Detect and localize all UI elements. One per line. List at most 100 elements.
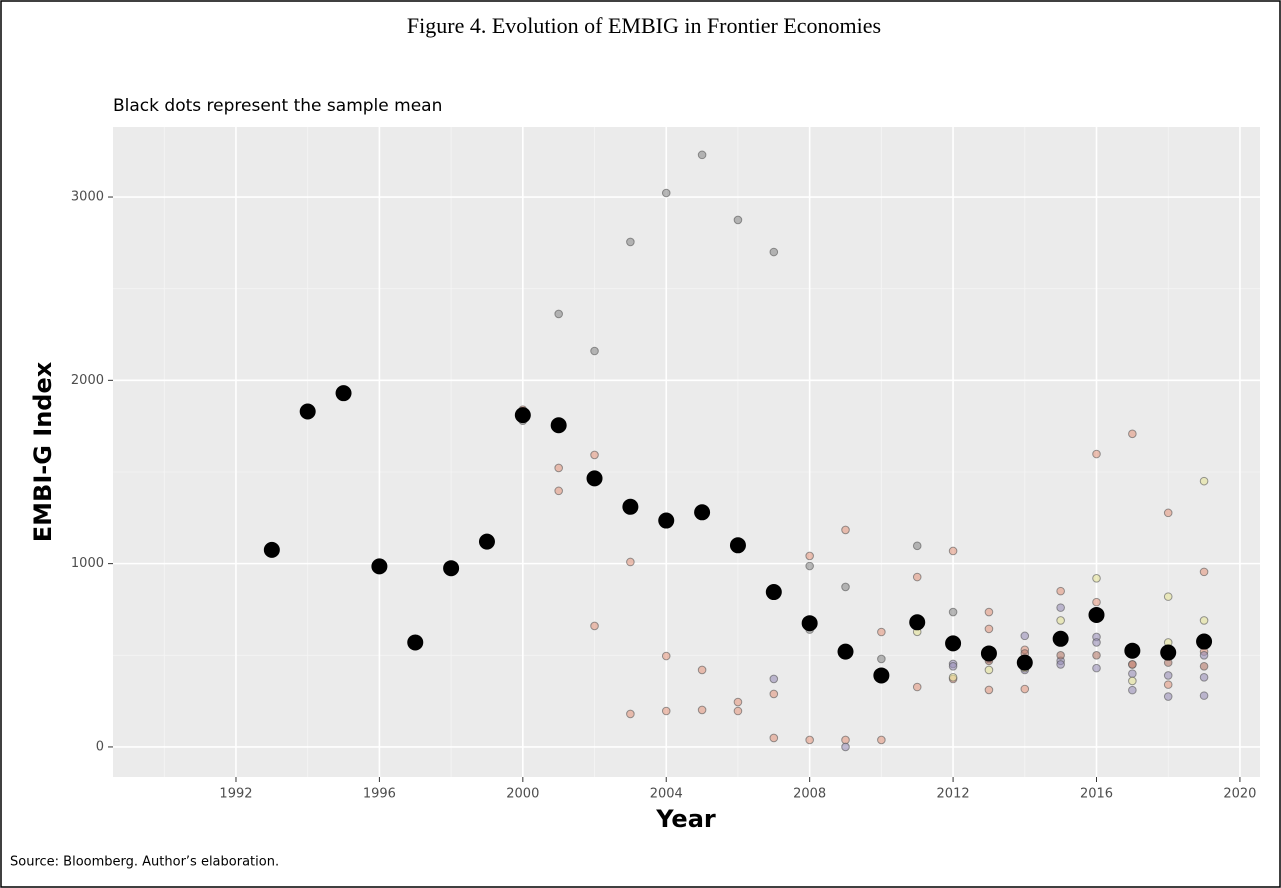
point <box>626 709 635 719</box>
point <box>948 672 958 682</box>
point <box>661 188 671 198</box>
point <box>1092 650 1101 660</box>
y-tick-label: 2000 <box>71 373 104 388</box>
point <box>841 525 850 535</box>
point <box>554 309 563 319</box>
chart-subtitle: Black dots represent the sample mean <box>113 96 442 116</box>
source-note: Source: Bloomberg. Author’s elaboration. <box>10 855 279 870</box>
point <box>554 463 563 473</box>
point <box>1056 650 1065 660</box>
point <box>1092 573 1101 583</box>
x-tick-label: 1996 <box>363 787 396 802</box>
point <box>984 665 994 675</box>
y-axis-title: EMBI-G Index <box>29 361 57 542</box>
point <box>1092 449 1101 459</box>
mean-point <box>550 417 567 434</box>
point <box>948 661 958 671</box>
y-tick-label: 1000 <box>71 556 104 571</box>
mean-point <box>1016 654 1033 671</box>
point <box>1199 567 1209 577</box>
point <box>1163 671 1173 680</box>
x-tick-label: 2020 <box>1223 787 1256 802</box>
point <box>1128 660 1137 669</box>
point <box>912 682 922 692</box>
point <box>912 572 922 582</box>
point <box>841 582 850 592</box>
mean-point <box>1196 633 1213 650</box>
mean-point <box>299 403 316 420</box>
point <box>984 607 994 617</box>
point <box>1163 680 1173 689</box>
point <box>1199 672 1209 682</box>
mean-point <box>873 667 890 684</box>
point <box>769 733 779 743</box>
point <box>948 607 958 617</box>
point <box>877 654 886 664</box>
mean-point <box>837 643 854 660</box>
point <box>733 215 743 225</box>
x-tick-label: 1992 <box>219 787 252 802</box>
point <box>984 685 994 695</box>
point <box>733 706 743 716</box>
point <box>1128 676 1137 686</box>
x-axis-title: Year <box>655 805 716 833</box>
mean-point <box>622 498 639 515</box>
point <box>1163 692 1173 701</box>
point <box>697 705 707 715</box>
point <box>1056 603 1065 612</box>
chart-title: Figure 4. Evolution of EMBIG in Frontier… <box>407 13 881 38</box>
mean-point <box>478 533 495 550</box>
x-tick-label: 2012 <box>937 787 970 802</box>
point <box>1163 592 1173 601</box>
point <box>590 450 599 460</box>
mean-point <box>945 635 962 652</box>
point <box>1056 586 1065 596</box>
point <box>554 486 563 496</box>
point <box>697 150 707 160</box>
point <box>1128 685 1137 695</box>
mean-point <box>765 584 782 601</box>
point <box>1163 508 1173 518</box>
point <box>877 627 886 637</box>
mean-point <box>801 615 818 632</box>
point <box>984 624 994 634</box>
mean-point <box>407 634 424 651</box>
point <box>661 651 671 661</box>
y-tick-label: 0 <box>96 739 104 754</box>
x-tick-label: 2016 <box>1080 787 1113 802</box>
point <box>1199 476 1209 486</box>
mean-point <box>658 512 675 529</box>
point <box>1199 691 1209 700</box>
point <box>769 247 779 257</box>
mean-point <box>980 645 997 662</box>
point <box>1128 669 1137 678</box>
point <box>626 237 635 247</box>
point <box>877 735 886 745</box>
point <box>1128 429 1137 439</box>
x-tick-label: 2000 <box>506 787 539 802</box>
point <box>590 621 599 631</box>
point <box>1020 631 1030 641</box>
point <box>697 665 707 675</box>
mean-point <box>586 470 603 487</box>
point <box>912 541 922 551</box>
point <box>1199 661 1209 671</box>
point <box>841 742 850 752</box>
point <box>805 735 814 745</box>
point <box>1199 650 1209 660</box>
point <box>590 346 599 356</box>
mean-point <box>263 541 280 558</box>
mean-point <box>1088 606 1105 623</box>
point <box>805 561 814 571</box>
point <box>1092 638 1101 647</box>
mean-point <box>1160 644 1177 661</box>
point <box>733 697 743 707</box>
mean-point <box>371 558 388 575</box>
plot-panel <box>113 127 1260 777</box>
mean-point <box>335 385 352 402</box>
point <box>805 551 814 561</box>
mean-point <box>909 614 926 631</box>
point <box>769 689 779 699</box>
